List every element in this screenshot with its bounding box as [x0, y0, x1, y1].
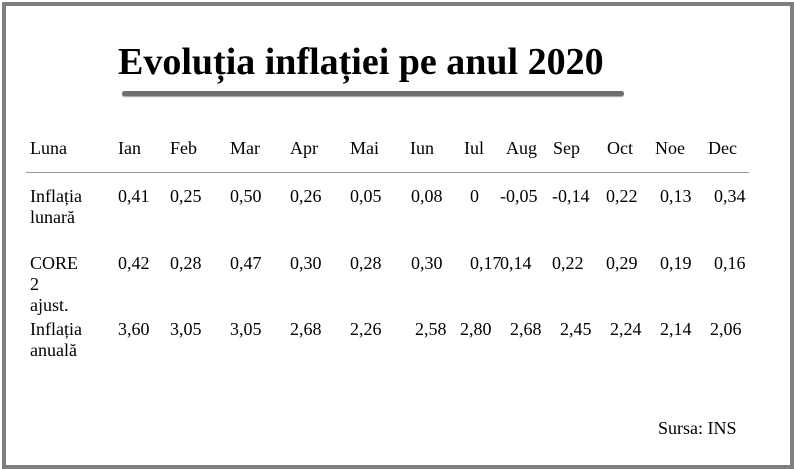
table-cell: 0,42: [118, 253, 150, 273]
month-header: Sep: [553, 138, 580, 158]
month-header: Mar: [230, 138, 260, 158]
month-header: Apr: [290, 138, 318, 158]
row-label: lunară: [30, 207, 75, 227]
month-header: Oct: [607, 138, 633, 158]
month-header: Iun: [410, 138, 434, 158]
header-divider: [26, 172, 749, 173]
month-header: Ian: [118, 138, 141, 158]
table-cell: 3,05: [170, 319, 202, 339]
table-cell: 3,60: [118, 319, 150, 339]
month-header: Aug: [506, 138, 537, 158]
month-header: Mai: [350, 138, 379, 158]
table-cell: 0,08: [411, 186, 443, 206]
table-cell: 2,68: [510, 319, 542, 339]
month-header: Feb: [170, 138, 197, 158]
table-cell: 0,50: [230, 186, 262, 206]
month-header: Noe: [655, 138, 685, 158]
table-cell: 2,26: [350, 319, 382, 339]
row-label: anuală: [30, 340, 77, 360]
title-underline: [122, 91, 624, 96]
table-cell: 2,14: [660, 319, 692, 339]
table-cell: 0,30: [290, 253, 322, 273]
header-label: Luna: [30, 138, 67, 158]
table-cell: 3,05: [230, 319, 262, 339]
table-cell: 0,05: [350, 186, 382, 206]
table-cell: 0,28: [350, 253, 382, 273]
table-cell: 0,22: [552, 253, 584, 273]
row-label: 2 ajust.: [30, 274, 69, 315]
table-cell: 0,41: [118, 186, 150, 206]
table-cell: 2,06: [710, 319, 742, 339]
month-header: Dec: [708, 138, 737, 158]
row-label: Inflația: [30, 319, 82, 339]
table-cell: 0,14: [500, 253, 532, 273]
table-cell: 0,26: [290, 186, 322, 206]
table-cell: 2,24: [610, 319, 642, 339]
table-cell: -0,14: [552, 186, 590, 206]
row-label: CORE: [30, 253, 79, 273]
table-cell: 0,30: [411, 253, 443, 273]
table-cell: 2,68: [290, 319, 322, 339]
table-cell: -0,05: [500, 186, 538, 206]
table-cell: 2,58: [415, 319, 447, 339]
table-cell: 0,17: [470, 253, 502, 273]
table-cell: 0,29: [606, 253, 638, 273]
table-cell: 0,28: [170, 253, 202, 273]
table-cell: 2,80: [460, 319, 492, 339]
page-title: Evoluția inflației pe anul 2020: [118, 41, 604, 83]
source-note: Sursa: INS: [658, 418, 737, 438]
row-label: Inflația: [30, 186, 82, 206]
table-cell: 0,25: [170, 186, 202, 206]
table-cell: 0,22: [606, 186, 638, 206]
table-cell: 0,47: [230, 253, 262, 273]
table-cell: 0: [470, 186, 479, 206]
table-cell: 2,45: [560, 319, 592, 339]
table-cell: 0,13: [660, 186, 692, 206]
month-header: Iul: [464, 138, 484, 158]
table-cell: 0,19: [660, 253, 692, 273]
table-cell: 0,34: [714, 186, 746, 206]
table-cell: 0,16: [714, 253, 746, 273]
